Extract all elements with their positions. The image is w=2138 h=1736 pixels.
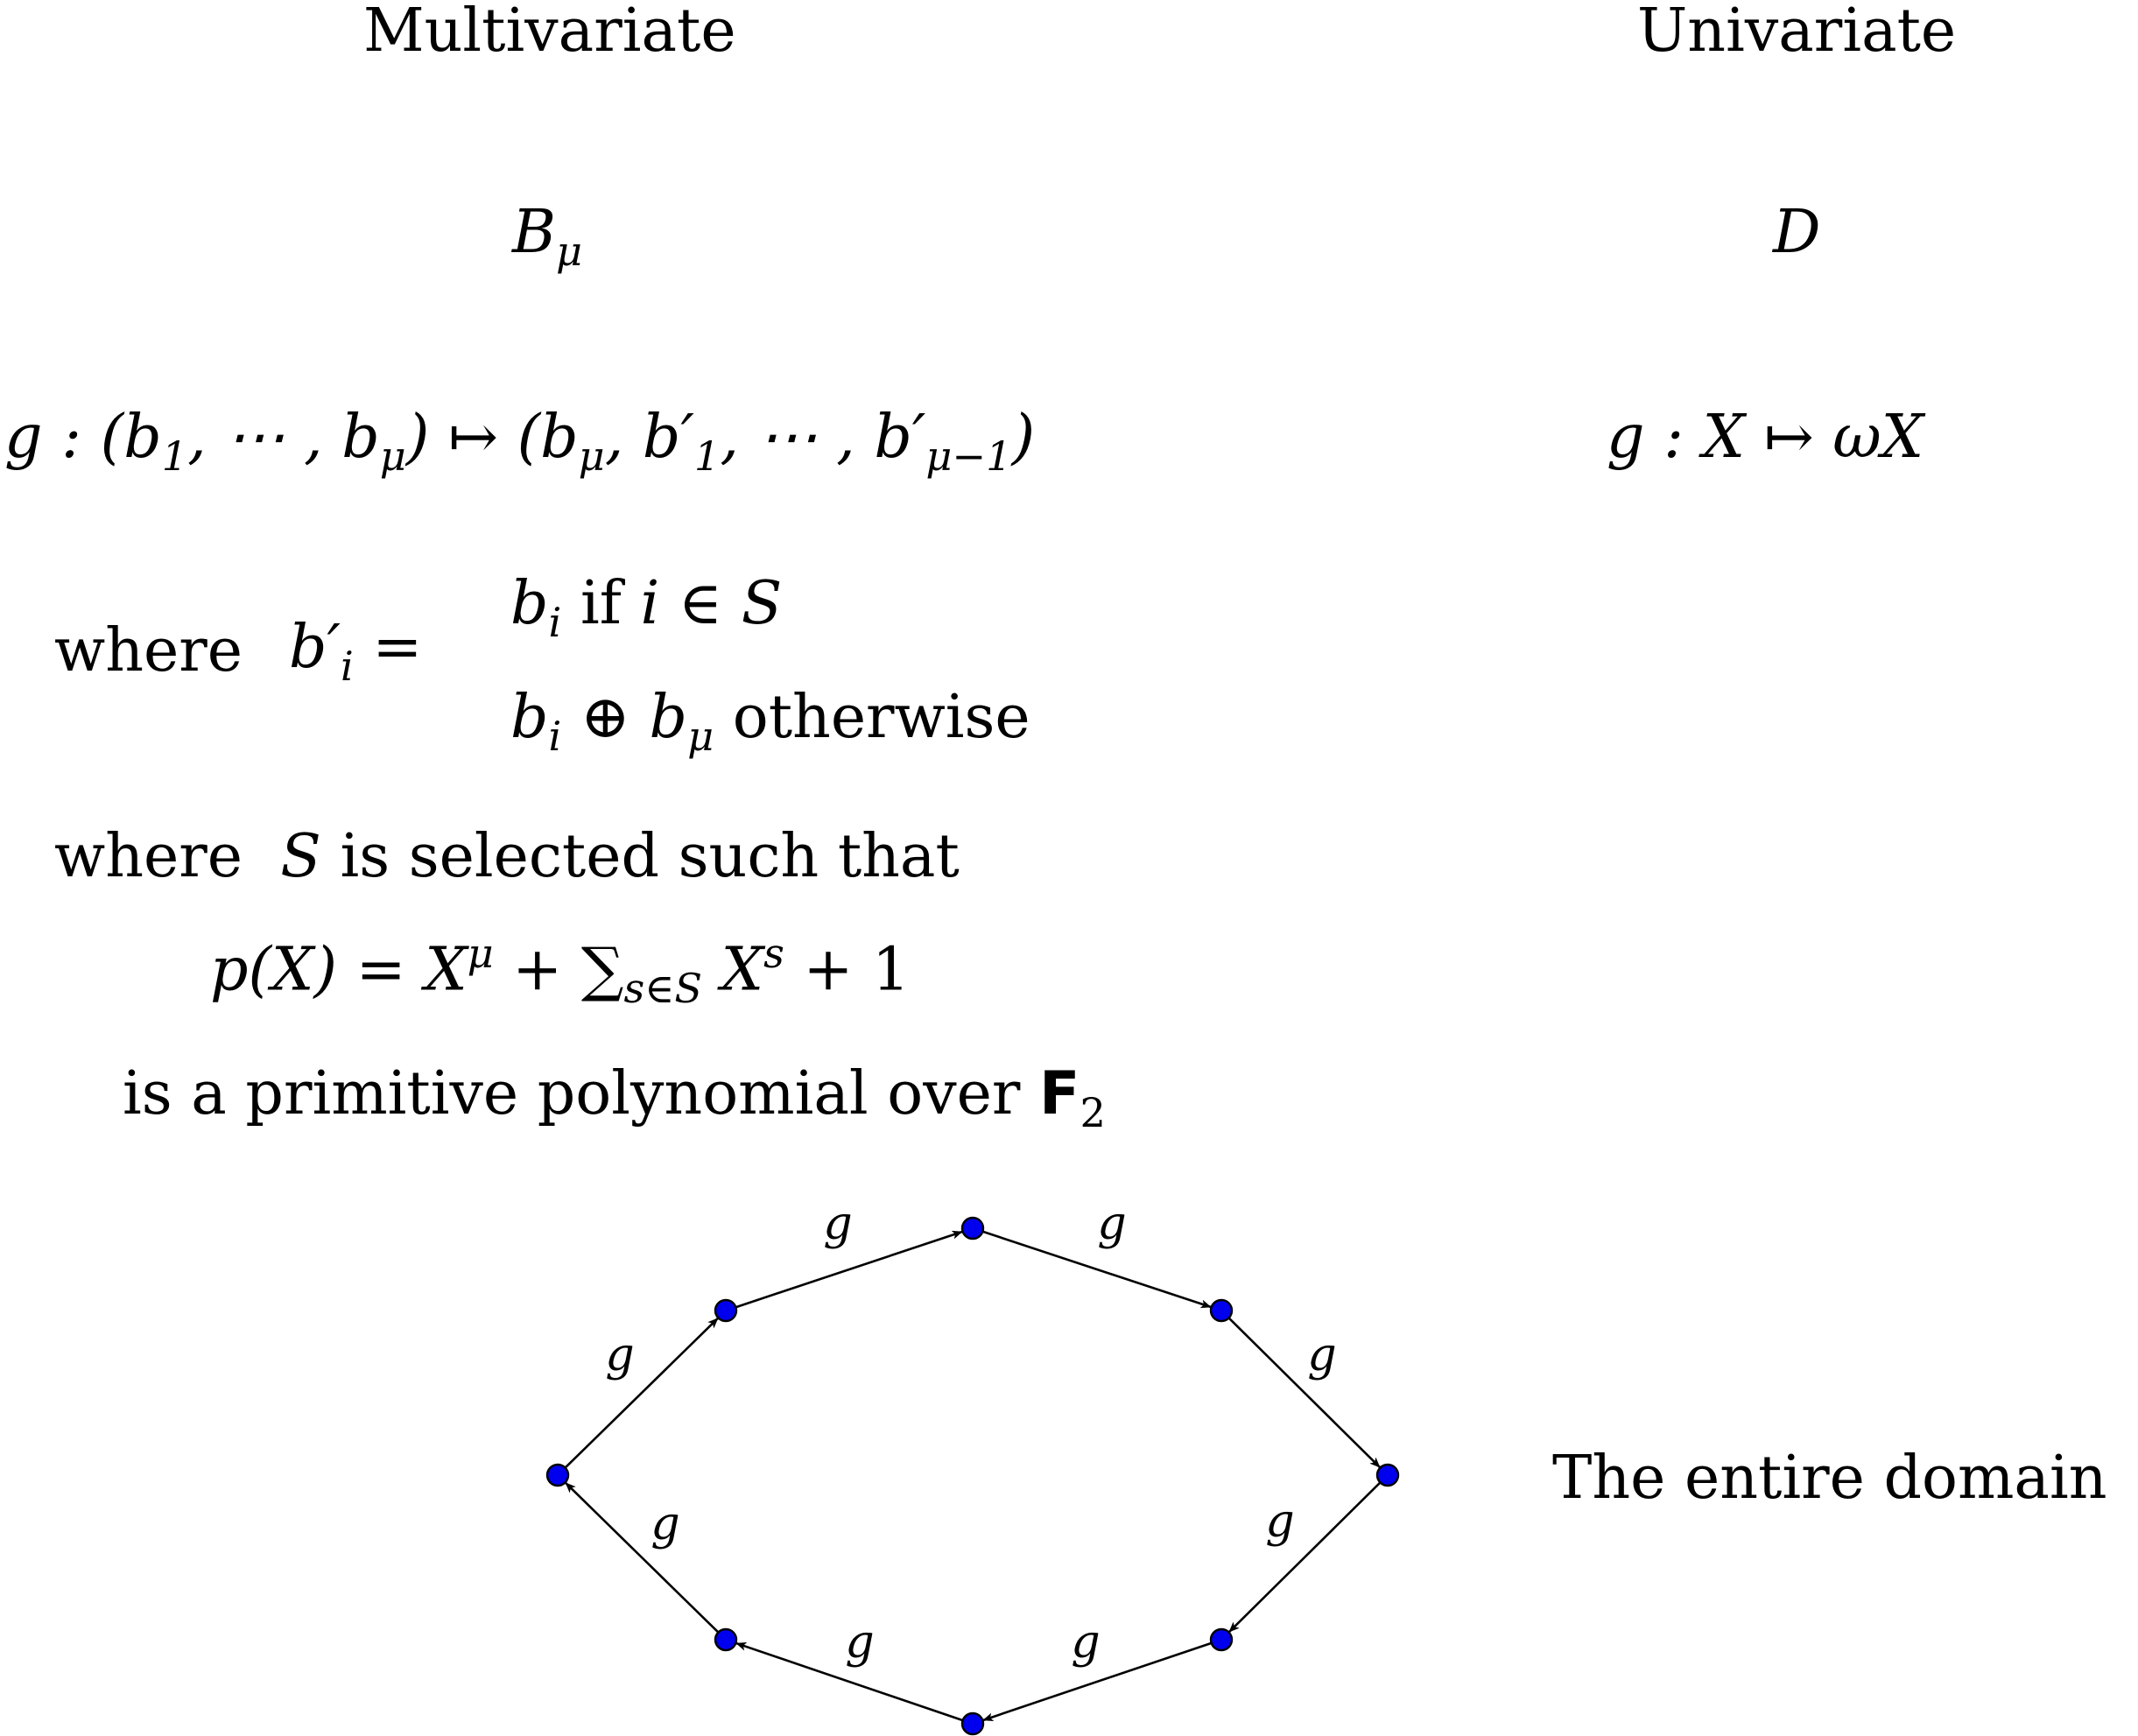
cycle-edge-2 [735,1230,963,1309]
definition-case-in-S: bi if i ∈ S [510,569,783,646]
primitive-polynomial-statement: is a primitive polynomial over F2 [123,1059,1106,1136]
univariate-domain-symbol: D [1773,198,1821,267]
cycle-edge-7 [735,1641,964,1722]
cycle-edge-label-1: g [605,1329,634,1381]
cycle-node-7 [960,1711,985,1736]
cycle-caption: The entire domain [1552,1444,2107,1513]
cycle-node-2 [714,1298,738,1323]
primitive-polynomial-formula: p(X) = Xμ + ∑s∈S Xs + 1 [210,930,911,1013]
definition-case-otherwise: bi ⊕ bμ otherwise [510,683,1030,760]
selection-sentence: where S is selected such that [54,822,960,891]
cycle-node-1 [545,1463,570,1487]
cycle-node-8 [714,1627,738,1652]
cycle-edge-label-5: g [1265,1495,1294,1548]
cycle-edge-label-7: g [845,1616,874,1669]
multivariate-domain-symbol: Bμ [512,198,583,275]
cycle-edge-label-6: g [1071,1616,1100,1669]
cycle-node-4 [1209,1298,1234,1323]
cycle-edge-3 [981,1230,1212,1309]
cycle-edge-label-2: g [823,1198,852,1250]
cycle-edge-5 [1228,1481,1382,1633]
cycle-edge-1 [564,1318,719,1469]
definition-lhs: b′i = [289,613,423,690]
cycle-edge-8 [565,1482,720,1634]
cycle-edge-label-8: g [651,1498,679,1550]
cycle-node-5 [1375,1463,1400,1487]
univariate-map-formula: g : X ↦ ωX [1607,403,1924,472]
cycle-edge-4 [1227,1317,1381,1468]
multivariate-map-formula: g : (b1, ⋯ , bμ) ↦ (bμ, b′1, ⋯ , b′μ−1) [4,403,1036,480]
univariate-header: Univariate [1637,0,1957,66]
cycle-node-3 [960,1216,985,1241]
cycle-edge-6 [982,1641,1213,1722]
multivariate-header: Multivariate [363,0,736,66]
definition-where-label: where [54,616,243,685]
cycle-edge-label-4: g [1307,1329,1336,1381]
cycle-edge-label-3: g [1097,1198,1126,1250]
cycle-node-6 [1209,1627,1234,1652]
